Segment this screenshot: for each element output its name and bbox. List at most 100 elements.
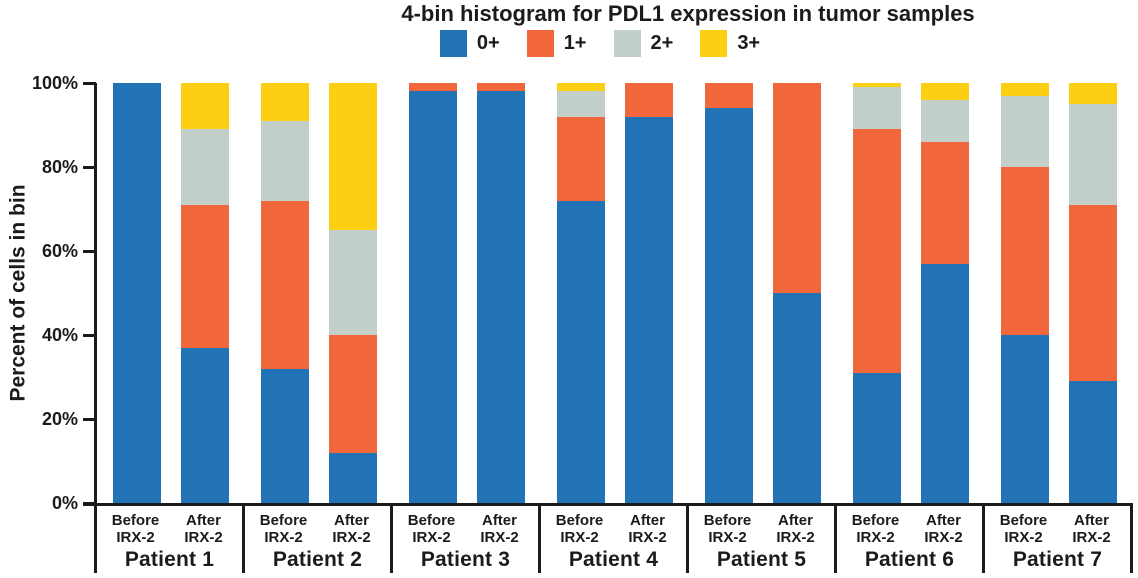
bar-segment-3+ — [853, 83, 901, 88]
patient-group-1 — [97, 83, 245, 503]
bar-labels: Before IRX-2 After IRX-2 — [849, 512, 971, 546]
stacked-bar-after — [181, 83, 229, 503]
bar-label-line1: After — [629, 512, 665, 529]
bar-segment-0+ — [853, 372, 901, 503]
y-tick-label: 60% — [41, 241, 78, 261]
bar-segment-3+ — [329, 83, 377, 231]
legend-label: 2+ — [650, 32, 674, 54]
bar-segment-0+ — [181, 347, 229, 503]
legend-label: 3+ — [737, 32, 761, 54]
bar-label-before: Before IRX-2 — [257, 512, 311, 546]
legend-label: 1+ — [563, 32, 587, 54]
bar-segment-0+ — [329, 452, 377, 503]
bar-label-line1: After — [1073, 512, 1109, 529]
bar-label-line1: Before — [703, 512, 752, 529]
x-label-group-6: Before IRX-2 After IRX-2 Patient 6 — [837, 503, 985, 573]
bar-label-line2: IRX-2 — [412, 528, 451, 546]
stacked-bar-before — [853, 83, 901, 503]
patient-group-4 — [541, 83, 689, 503]
bar-label-line1: After — [777, 512, 813, 529]
bar-label-after: After IRX-2 — [621, 512, 675, 546]
y-tick-mark — [83, 81, 96, 85]
bar-label-after: After IRX-2 — [325, 512, 379, 546]
legend-swatch-1+ — [526, 30, 554, 57]
bar-labels: Before IRX-2 After IRX-2 — [109, 512, 231, 546]
bar-label-line1: After — [333, 512, 369, 529]
bar-segment-0+ — [773, 293, 821, 503]
stacked-bar-after — [921, 83, 969, 503]
bar-label-line1: Before — [259, 512, 308, 529]
bar-label-line2: IRX-2 — [116, 528, 155, 546]
bar-label-line2: IRX-2 — [776, 528, 815, 546]
stacked-bar-before — [261, 83, 309, 503]
y-tick-mark — [83, 333, 96, 337]
bar-segment-2+ — [1069, 104, 1117, 205]
bar-segment-0+ — [477, 91, 525, 503]
y-tick-label: 20% — [41, 409, 78, 429]
x-label-group-1: Before IRX-2 After IRX-2 Patient 1 — [97, 503, 245, 573]
bar-segment-0+ — [705, 108, 753, 503]
stacked-bar-after — [477, 83, 525, 503]
bar-segment-2+ — [1001, 95, 1049, 167]
legend-swatch-2+ — [613, 30, 641, 57]
bar-label-line2: IRX-2 — [1004, 528, 1043, 546]
bar-label-after: After IRX-2 — [769, 512, 823, 546]
bar-label-line1: After — [925, 512, 961, 529]
bar-segment-1+ — [773, 83, 821, 293]
bar-segment-1+ — [181, 204, 229, 348]
y-axis-title: Percent of cells in bin — [7, 184, 30, 402]
bar-segment-3+ — [557, 83, 605, 92]
x-axis-line — [83, 503, 1133, 506]
stacked-bar-before — [113, 83, 161, 503]
patient-label-4: Patient 4 — [568, 548, 659, 571]
stacked-bar-after — [1069, 83, 1117, 503]
stacked-bar-before — [1001, 83, 1049, 503]
bar-segment-0+ — [261, 368, 309, 503]
bar-segment-3+ — [261, 83, 309, 121]
legend: 0+ 1+ 2+ 3+ — [31, 30, 1138, 57]
stacked-bar-before — [705, 83, 753, 503]
bar-segment-0+ — [921, 263, 969, 503]
bar-label-line2: IRX-2 — [480, 528, 519, 546]
bar-segment-1+ — [557, 116, 605, 201]
bar-label-line2: IRX-2 — [1072, 528, 1111, 546]
y-tick-label: 80% — [41, 157, 78, 177]
patient-group-7 — [985, 83, 1133, 503]
bar-label-before: Before IRX-2 — [849, 512, 903, 546]
y-tick-label: 40% — [41, 325, 78, 345]
bar-label-after: After IRX-2 — [473, 512, 527, 546]
patient-label-2: Patient 2 — [272, 548, 363, 571]
bar-segment-0+ — [1069, 381, 1117, 503]
bar-segment-3+ — [1001, 83, 1049, 96]
bar-segment-3+ — [921, 83, 969, 100]
bar-segment-0+ — [557, 200, 605, 503]
bar-label-after: After IRX-2 — [1065, 512, 1119, 546]
x-label-group-4: Before IRX-2 After IRX-2 Patient 4 — [541, 503, 689, 573]
bar-segment-2+ — [261, 120, 309, 201]
y-tick-mark — [83, 501, 96, 505]
stacked-bar-after — [773, 83, 821, 503]
y-axis-line — [94, 83, 97, 573]
bar-segment-1+ — [853, 129, 901, 373]
bar-label-line1: Before — [851, 512, 900, 529]
bar-label-line1: After — [185, 512, 221, 529]
bar-segment-3+ — [1069, 83, 1117, 105]
stacked-bar-after — [329, 83, 377, 503]
bars-row — [97, 83, 1133, 503]
patient-group-2 — [245, 83, 393, 503]
x-label-group-7: Before IRX-2 After IRX-2 Patient 7 — [985, 503, 1133, 573]
patient-label-1: Patient 1 — [124, 548, 215, 571]
bar-segment-0+ — [113, 83, 161, 503]
stacked-bar-before — [557, 83, 605, 503]
bar-segment-0+ — [409, 91, 457, 503]
bar-label-before: Before IRX-2 — [997, 512, 1051, 546]
y-tick-mark — [83, 417, 96, 421]
patient-group-3 — [393, 83, 541, 503]
bar-segment-2+ — [557, 91, 605, 117]
y-tick-mark — [83, 165, 96, 169]
legend-item-1+: 1+ — [526, 30, 587, 57]
legend-label: 0+ — [476, 32, 500, 54]
chart-title: 4-bin histogram for PDL1 expression in t… — [401, 1, 975, 26]
bar-label-line1: Before — [999, 512, 1048, 529]
patient-group-6 — [837, 83, 985, 503]
